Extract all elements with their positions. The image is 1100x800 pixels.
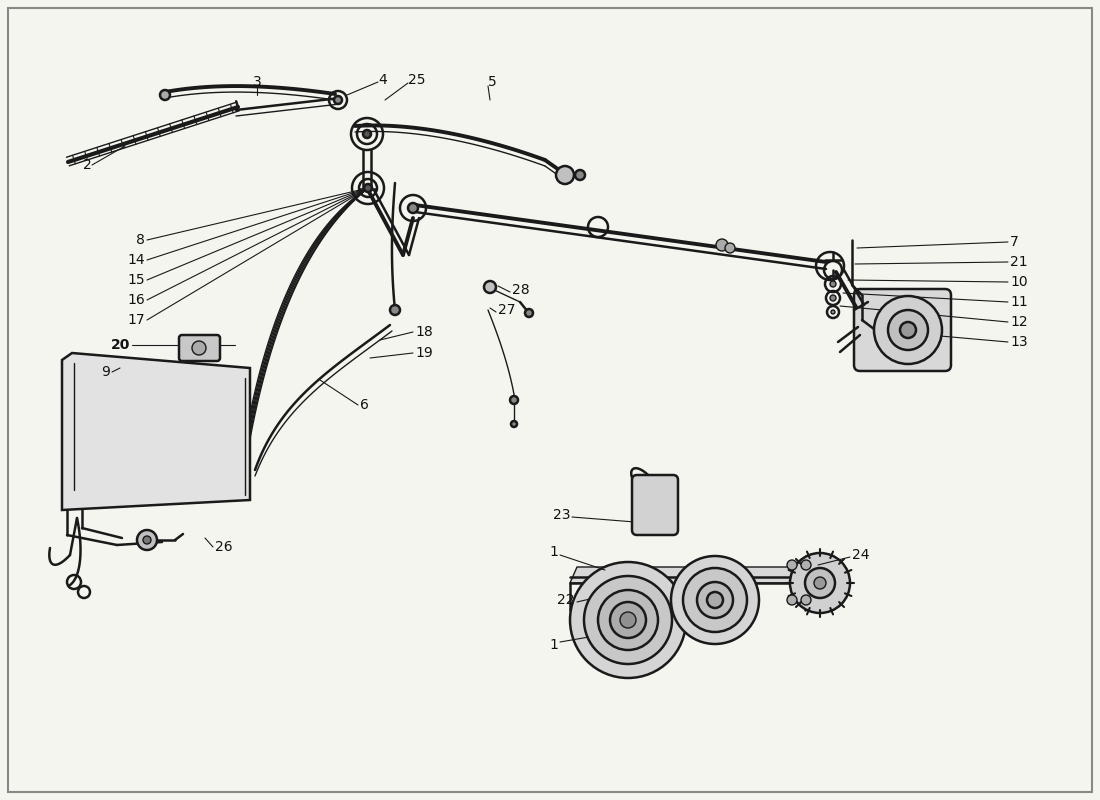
Circle shape	[363, 130, 371, 138]
Circle shape	[610, 602, 646, 638]
Text: 21: 21	[1010, 255, 1027, 269]
Text: 25: 25	[408, 73, 426, 87]
Text: 2: 2	[84, 158, 92, 172]
Circle shape	[556, 166, 574, 184]
Text: 8: 8	[136, 233, 145, 247]
Circle shape	[716, 239, 728, 251]
Text: 13: 13	[1010, 335, 1027, 349]
Text: 4: 4	[378, 73, 387, 87]
Circle shape	[334, 96, 342, 104]
Text: 7: 7	[1010, 235, 1019, 249]
Text: 19: 19	[415, 346, 432, 360]
Circle shape	[671, 556, 759, 644]
Circle shape	[584, 576, 672, 664]
Circle shape	[512, 421, 517, 427]
Circle shape	[160, 90, 170, 100]
Polygon shape	[62, 353, 250, 510]
Text: 17: 17	[128, 313, 145, 327]
Circle shape	[408, 203, 418, 213]
Circle shape	[598, 590, 658, 650]
Circle shape	[510, 396, 518, 404]
Text: 16: 16	[128, 293, 145, 307]
Text: 22: 22	[558, 593, 575, 607]
Circle shape	[900, 322, 916, 338]
FancyBboxPatch shape	[632, 475, 678, 535]
Circle shape	[525, 309, 533, 317]
Circle shape	[620, 612, 636, 628]
Circle shape	[725, 243, 735, 253]
Circle shape	[364, 184, 372, 192]
Circle shape	[575, 170, 585, 180]
Text: 20: 20	[111, 338, 130, 352]
Circle shape	[192, 341, 206, 355]
Text: 27: 27	[498, 303, 516, 317]
Text: 14: 14	[128, 253, 145, 267]
Circle shape	[830, 310, 835, 314]
Circle shape	[707, 592, 723, 608]
Text: 9: 9	[101, 365, 110, 379]
Text: 23: 23	[552, 508, 570, 522]
Circle shape	[138, 530, 157, 550]
Circle shape	[143, 536, 151, 544]
Circle shape	[786, 560, 798, 570]
FancyBboxPatch shape	[854, 289, 952, 371]
Circle shape	[814, 577, 826, 589]
Circle shape	[790, 553, 850, 613]
Text: 18: 18	[415, 325, 432, 339]
Text: 3: 3	[253, 75, 262, 89]
Text: 10: 10	[1010, 275, 1027, 289]
Polygon shape	[570, 567, 805, 583]
Circle shape	[888, 310, 928, 350]
Text: 26: 26	[214, 540, 232, 554]
Circle shape	[484, 281, 496, 293]
Circle shape	[830, 295, 836, 301]
Circle shape	[683, 568, 747, 632]
Circle shape	[805, 568, 835, 598]
Text: 6: 6	[360, 398, 368, 412]
Circle shape	[801, 560, 811, 570]
Text: 11: 11	[1010, 295, 1027, 309]
Circle shape	[390, 305, 400, 315]
Circle shape	[830, 281, 836, 287]
Text: 28: 28	[512, 283, 529, 297]
Circle shape	[801, 595, 811, 605]
Circle shape	[570, 562, 686, 678]
Circle shape	[697, 582, 733, 618]
Text: 12: 12	[1010, 315, 1027, 329]
Circle shape	[786, 595, 798, 605]
Text: 1: 1	[549, 545, 558, 559]
Text: 5: 5	[488, 75, 497, 89]
Circle shape	[874, 296, 942, 364]
Text: 15: 15	[128, 273, 145, 287]
Text: 1: 1	[549, 638, 558, 652]
FancyBboxPatch shape	[179, 335, 220, 361]
Text: 24: 24	[852, 548, 869, 562]
